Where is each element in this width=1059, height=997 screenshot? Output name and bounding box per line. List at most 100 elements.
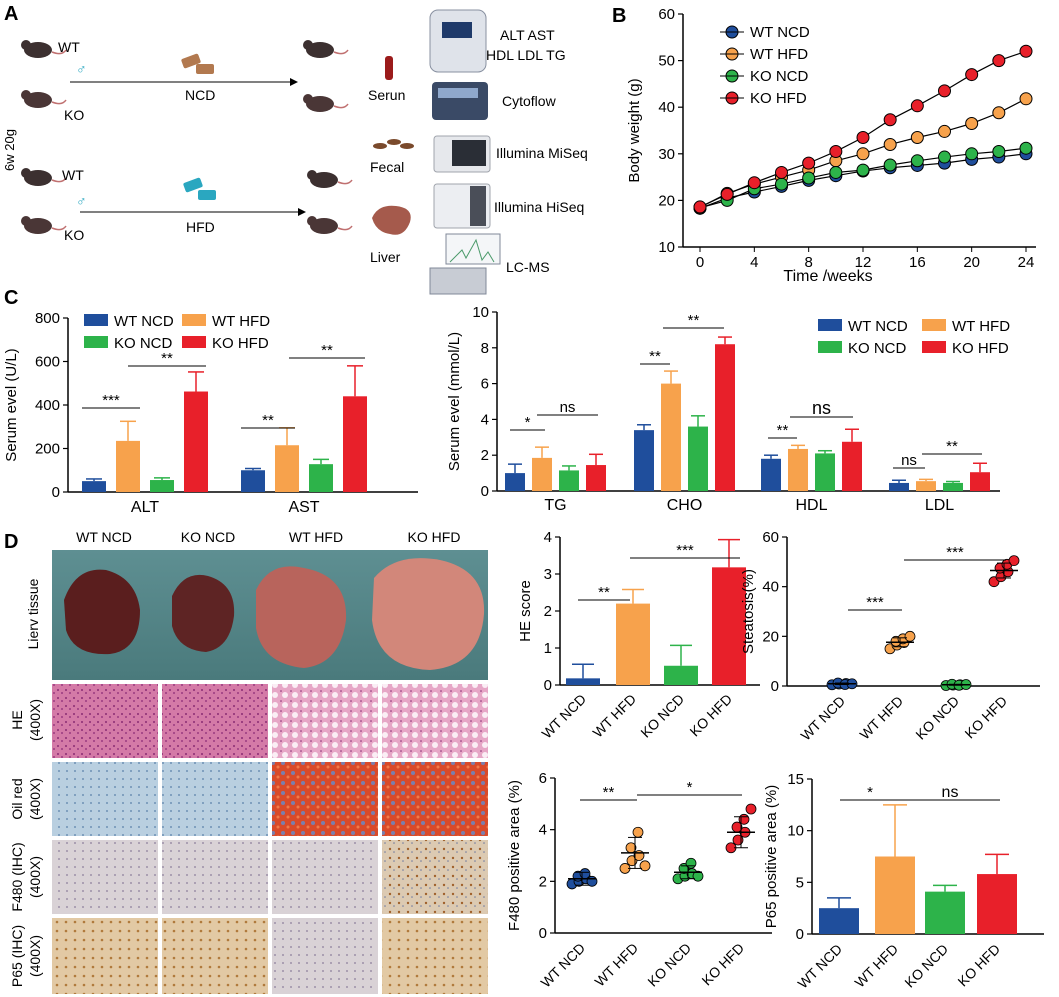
bar bbox=[889, 482, 909, 491]
significance-label: *** bbox=[946, 544, 964, 561]
data-point bbox=[802, 171, 816, 185]
panel-letter-a: A bbox=[4, 3, 18, 25]
column-label: WT NCD bbox=[76, 529, 132, 545]
x-tick-label: 20 bbox=[963, 254, 980, 271]
data-point bbox=[856, 163, 870, 177]
oil-red-micrograph bbox=[382, 762, 488, 836]
y-axis-label: Serum evel (U/L) bbox=[3, 348, 20, 461]
food-pellet-icon bbox=[181, 53, 214, 74]
bar bbox=[241, 470, 265, 492]
bar bbox=[661, 383, 681, 491]
data-point bbox=[938, 84, 951, 98]
instrument-label: LC-MS bbox=[506, 259, 550, 275]
y-tick-label: 8 bbox=[481, 340, 489, 357]
blood-tube-icon bbox=[385, 56, 393, 80]
x-tick-label: TG bbox=[544, 497, 566, 514]
mouse-icon bbox=[21, 216, 67, 234]
data-point bbox=[1019, 92, 1033, 106]
row-label: Lierv tissue bbox=[25, 578, 41, 649]
y-tick-label: 60 bbox=[762, 529, 779, 546]
mouse-icon bbox=[303, 40, 349, 58]
significance-label: ** bbox=[777, 422, 789, 439]
data-point bbox=[883, 137, 897, 151]
panel-letter-c: C bbox=[4, 287, 18, 309]
diet-label: NCD bbox=[185, 87, 215, 103]
significance-label: ** bbox=[262, 412, 274, 429]
x-tick-label: ALT bbox=[131, 499, 159, 516]
bar bbox=[150, 480, 174, 492]
feces-icon bbox=[373, 139, 414, 149]
y-tick-label: 20 bbox=[658, 192, 675, 209]
data-point bbox=[965, 117, 979, 131]
histology-photo-grid: WT NCD KO NCD WT HFD KO HFD Lierv tissue… bbox=[9, 529, 488, 994]
f480-micrograph bbox=[52, 840, 158, 914]
mouse-icon bbox=[303, 94, 349, 112]
sequencer-icon bbox=[433, 135, 491, 173]
data-point bbox=[720, 187, 734, 201]
bar bbox=[712, 567, 746, 685]
significance-label: ns bbox=[942, 784, 959, 801]
x-tick-label: LDL bbox=[925, 497, 954, 514]
data-point bbox=[775, 177, 788, 191]
y-tick-label: 40 bbox=[762, 579, 779, 596]
legend-label: WT NCD bbox=[848, 318, 908, 335]
x-tick-label: WT NCD bbox=[794, 941, 845, 992]
y-tick-label: 5 bbox=[796, 874, 804, 891]
mouse-icon bbox=[21, 168, 67, 186]
data-point bbox=[747, 176, 761, 190]
data-point bbox=[1019, 141, 1033, 155]
p65-micrograph bbox=[272, 918, 378, 994]
y-tick-label: 20 bbox=[762, 628, 779, 645]
legend-swatch bbox=[818, 319, 842, 331]
y-tick-label: 50 bbox=[658, 53, 675, 70]
data-point bbox=[1008, 555, 1020, 566]
legend-swatch bbox=[84, 314, 108, 326]
arrow-head-icon bbox=[290, 78, 298, 86]
x-tick-label: WT NCD bbox=[538, 691, 589, 742]
data-point bbox=[992, 144, 1006, 158]
sample-label: Liver bbox=[370, 249, 401, 265]
data-point bbox=[910, 154, 924, 168]
data-point bbox=[883, 113, 897, 127]
steatosis-chart: 0 20 40 60 Steatosis(%) WT NCD WT HFD KO NCD KO … bbox=[740, 529, 1040, 744]
sequencer-icon bbox=[433, 183, 491, 229]
x-tick-label: 8 bbox=[804, 254, 812, 271]
y-tick-label: 0 bbox=[52, 484, 60, 501]
bar bbox=[505, 473, 525, 491]
x-tick-label: KO HFD bbox=[961, 693, 1010, 742]
y-tick-label: 10 bbox=[472, 304, 489, 321]
genotype-label: KO bbox=[64, 227, 84, 243]
legend-swatch bbox=[182, 314, 206, 326]
mass-spectrometer-icon bbox=[429, 233, 501, 295]
significance-label: ** bbox=[603, 784, 615, 801]
data-point bbox=[883, 158, 897, 172]
bar bbox=[664, 665, 698, 685]
row-label: P65 (IHC) bbox=[9, 925, 25, 987]
bar bbox=[761, 458, 781, 491]
row-label: F480 (IHC) bbox=[9, 842, 25, 911]
panel-a-schematic: 6w 20g WT ♂ KO NCD bbox=[2, 9, 588, 295]
data-point bbox=[829, 165, 843, 179]
bar bbox=[532, 457, 552, 491]
bar bbox=[688, 426, 708, 491]
genotype-label: WT bbox=[62, 167, 84, 183]
y-tick-label: 3 bbox=[544, 566, 552, 583]
bar bbox=[925, 891, 965, 934]
legend-label: KO NCD bbox=[750, 68, 809, 85]
y-tick-label: 10 bbox=[787, 823, 804, 840]
y-axis-label: Serum evel (mmol/L) bbox=[446, 332, 463, 471]
y-tick-label: 0 bbox=[771, 678, 779, 695]
he-micrograph bbox=[162, 684, 268, 758]
significance-label: ** bbox=[161, 350, 173, 367]
mouse-icon bbox=[21, 40, 67, 58]
y-tick-label: 600 bbox=[35, 354, 60, 371]
y-tick-label: 10 bbox=[658, 239, 675, 256]
data-point bbox=[938, 150, 951, 164]
y-axis-label: Steatosis(%) bbox=[740, 569, 757, 654]
data-point bbox=[910, 99, 924, 113]
x-tick-label: KO NCD bbox=[644, 940, 694, 990]
f480-micrograph bbox=[162, 840, 268, 914]
legend-label: KO NCD bbox=[848, 340, 907, 357]
y-tick-label: 0 bbox=[544, 677, 552, 694]
